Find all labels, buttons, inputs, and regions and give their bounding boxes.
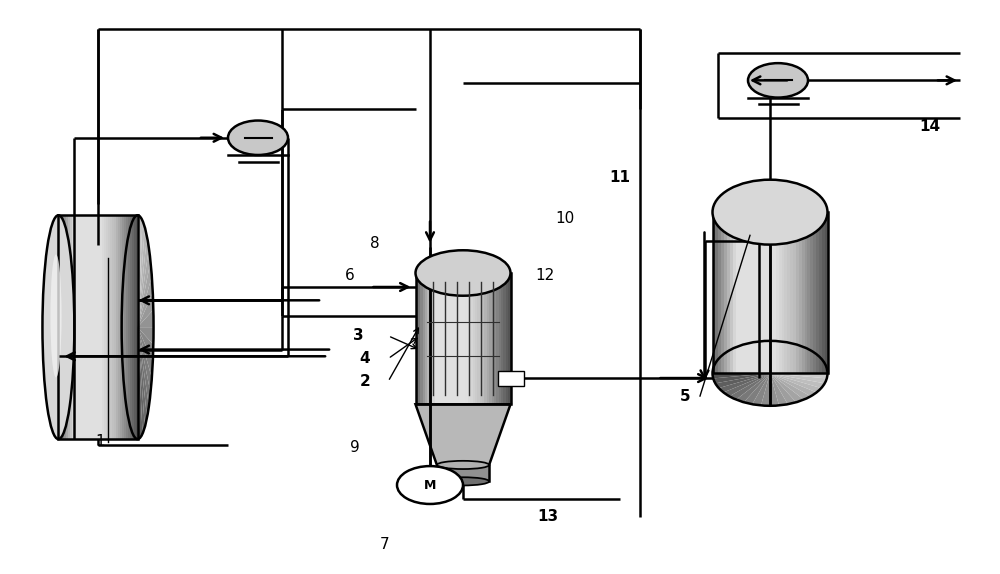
Text: 8: 8 — [370, 236, 380, 251]
Polygon shape — [138, 327, 154, 345]
Polygon shape — [138, 236, 149, 327]
Ellipse shape — [712, 180, 828, 245]
Text: 5: 5 — [680, 389, 690, 404]
Polygon shape — [138, 327, 147, 427]
Polygon shape — [770, 373, 804, 402]
Text: 14: 14 — [919, 119, 941, 134]
Ellipse shape — [437, 461, 489, 469]
Text: 2: 2 — [360, 374, 370, 389]
Polygon shape — [715, 373, 770, 388]
Text: 12: 12 — [535, 268, 555, 283]
Polygon shape — [138, 221, 145, 327]
Text: 3: 3 — [353, 328, 363, 343]
Circle shape — [748, 63, 808, 98]
Polygon shape — [752, 373, 770, 405]
Polygon shape — [761, 373, 770, 406]
Text: 13: 13 — [537, 509, 559, 524]
Polygon shape — [770, 373, 779, 406]
Text: 1: 1 — [95, 435, 105, 449]
Text: 7: 7 — [380, 537, 390, 552]
Polygon shape — [138, 327, 153, 362]
Text: 9: 9 — [350, 440, 360, 455]
Polygon shape — [138, 327, 149, 418]
Polygon shape — [138, 261, 152, 327]
Polygon shape — [770, 373, 825, 388]
Polygon shape — [138, 215, 140, 327]
Polygon shape — [770, 373, 796, 404]
Polygon shape — [138, 327, 153, 378]
Polygon shape — [712, 373, 770, 378]
Polygon shape — [138, 216, 143, 327]
Polygon shape — [138, 327, 143, 438]
Text: 6: 6 — [345, 268, 355, 283]
Polygon shape — [138, 293, 153, 327]
Polygon shape — [138, 327, 145, 433]
Circle shape — [397, 466, 463, 504]
Ellipse shape — [416, 250, 511, 296]
Text: M: M — [424, 479, 436, 491]
Ellipse shape — [42, 215, 74, 439]
Polygon shape — [437, 465, 489, 482]
Ellipse shape — [50, 254, 62, 378]
Polygon shape — [138, 327, 140, 439]
Polygon shape — [770, 373, 811, 400]
Polygon shape — [723, 373, 770, 396]
Polygon shape — [138, 309, 154, 327]
Polygon shape — [416, 404, 511, 465]
Polygon shape — [770, 373, 827, 383]
Text: 4: 4 — [360, 351, 370, 366]
Polygon shape — [713, 373, 770, 383]
Polygon shape — [138, 227, 147, 327]
Polygon shape — [138, 248, 151, 327]
Polygon shape — [138, 276, 153, 327]
Polygon shape — [719, 373, 770, 393]
Polygon shape — [770, 373, 788, 405]
Text: 11: 11 — [610, 170, 631, 185]
Polygon shape — [770, 373, 828, 378]
Polygon shape — [770, 373, 817, 396]
Polygon shape — [770, 373, 821, 393]
Polygon shape — [744, 373, 770, 404]
Polygon shape — [498, 371, 524, 386]
Circle shape — [228, 121, 288, 155]
Polygon shape — [138, 327, 152, 393]
Polygon shape — [138, 327, 151, 406]
Ellipse shape — [437, 477, 489, 486]
Polygon shape — [736, 373, 770, 402]
Text: 10: 10 — [555, 211, 575, 226]
Polygon shape — [729, 373, 770, 400]
